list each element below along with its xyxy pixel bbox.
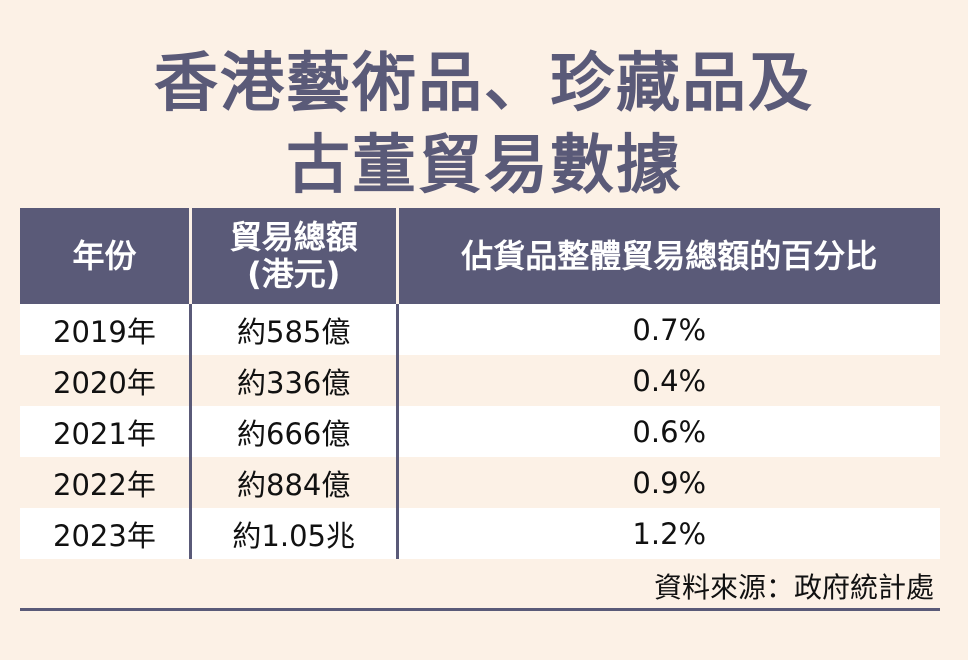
source-note: 資料來源：政府統計處 — [653, 571, 934, 604]
column-divider — [188, 304, 192, 355]
cell-percent: 0.9% — [632, 465, 707, 500]
cell-year: 2021年 — [53, 416, 156, 451]
cell-total: 約884億 — [237, 467, 351, 502]
cell-percent: 0.4% — [632, 363, 707, 398]
cell-year: 2019年 — [53, 314, 156, 349]
cell-percent: 0.7% — [632, 312, 707, 347]
cell-total: 約585億 — [237, 314, 351, 349]
cell-total: 約1.05兆 — [232, 518, 355, 553]
column-divider — [188, 208, 192, 304]
column-divider — [188, 508, 192, 559]
column-divider — [395, 457, 399, 508]
header-year: 年份 — [72, 236, 137, 275]
cell-percent: 0.6% — [632, 414, 707, 449]
table-row: 2022年 約884億 0.9% — [20, 457, 940, 508]
table-row: 2019年 約585億 0.7% — [20, 304, 940, 355]
cell-total: 約336億 — [237, 365, 351, 400]
column-divider — [395, 508, 399, 559]
header-percent: 佔貨品整體貿易總額的百分比 — [461, 236, 878, 275]
header-total-unit: (港元) — [247, 255, 341, 293]
header-total-label: 貿易總額 — [229, 218, 358, 257]
bottom-divider — [20, 608, 940, 611]
column-divider — [395, 304, 399, 355]
table-row: 2021年 約666億 0.6% — [20, 406, 940, 457]
column-divider — [188, 457, 192, 508]
column-divider — [188, 355, 192, 406]
table-row: 2020年 約336億 0.4% — [20, 355, 940, 406]
column-divider — [395, 355, 399, 406]
trade-data-table: 年份 貿易總額 (港元) 佔貨品整體貿易總額的百分比 2019年 約585億 0… — [20, 208, 940, 559]
table-row: 2023年 約1.05兆 1.2% — [20, 508, 940, 559]
column-divider — [188, 406, 192, 457]
header-total: 貿易總額 (港元) — [192, 208, 396, 304]
page-title-line-2: 古董貿易數據 — [286, 129, 682, 203]
cell-percent: 1.2% — [632, 516, 707, 551]
cell-year: 2023年 — [53, 518, 156, 553]
cell-year: 2022年 — [53, 467, 156, 502]
cell-total: 約666億 — [237, 416, 351, 451]
table-header-row: 年份 貿易總額 (港元) 佔貨品整體貿易總額的百分比 — [20, 208, 940, 304]
column-divider — [395, 406, 399, 457]
page-title-line-1: 香港藝術品、珍藏品及 — [154, 47, 814, 121]
column-divider — [395, 208, 399, 304]
cell-year: 2020年 — [53, 365, 156, 400]
